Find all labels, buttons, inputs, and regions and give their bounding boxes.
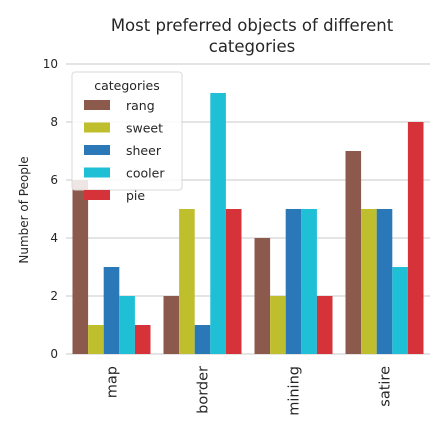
legend-title: categories [94, 78, 160, 93]
y-tick-label: 2 [50, 289, 58, 303]
bar-rang-map [72, 180, 89, 354]
bar-rang-mining [254, 238, 271, 354]
bar-cooler-map [119, 296, 135, 354]
legend-swatch-sheer [84, 145, 110, 155]
bar-cooler-satire [392, 267, 408, 354]
y-tick-label: 6 [50, 173, 58, 187]
legend-label-sheer: sheer [126, 143, 162, 158]
legend-label-pie: pie [126, 188, 145, 203]
x-category-label: mining [287, 366, 303, 416]
bars [72, 93, 424, 354]
chart-title-line-1: Most preferred objects of different [111, 16, 394, 35]
bar-sweet-border [179, 209, 195, 354]
bar-rang-border [163, 296, 180, 354]
legend-swatch-rang [84, 100, 110, 110]
y-tick-label: 10 [43, 57, 58, 71]
bar-pie-mining [316, 296, 333, 354]
legend-label-rang: rang [126, 98, 155, 113]
bar-sweet-mining [270, 296, 286, 354]
x-category-label: map [105, 366, 121, 398]
bar-sheer-satire [376, 209, 393, 354]
bar-pie-satire [407, 122, 424, 354]
x-category-label: border [196, 366, 212, 414]
legend: categories rang sweet sheer cooler pie [71, 71, 183, 203]
bar-rang-satire [345, 151, 362, 354]
legend-swatch-cooler [84, 167, 110, 178]
y-tick-label: 8 [50, 115, 58, 129]
bar-pie-map [134, 325, 151, 354]
bar-cooler-border [210, 93, 226, 354]
legend-label-sweet: sweet [126, 121, 163, 136]
x-category-labels: map border mining satire [105, 366, 394, 416]
bar-sheer-mining [285, 209, 302, 354]
y-tick-label: 4 [50, 231, 58, 245]
chart-title-line-2: categories [209, 37, 296, 56]
bar-pie-border [225, 209, 242, 354]
y-axis-label: Number of People [17, 156, 31, 263]
y-tick-label: 0 [50, 347, 58, 361]
legend-swatch-sweet [84, 122, 110, 133]
legend-swatch-pie [84, 190, 110, 200]
y-ticks: 0 2 4 6 8 10 [43, 57, 58, 361]
legend-label-cooler: cooler [126, 166, 165, 181]
bar-cooler-mining [301, 209, 317, 354]
bar-sheer-border [194, 325, 211, 354]
bar-sweet-satire [361, 209, 377, 354]
x-category-label: satire [378, 366, 394, 407]
bar-sheer-map [103, 267, 120, 354]
bar-sweet-map [88, 325, 104, 354]
